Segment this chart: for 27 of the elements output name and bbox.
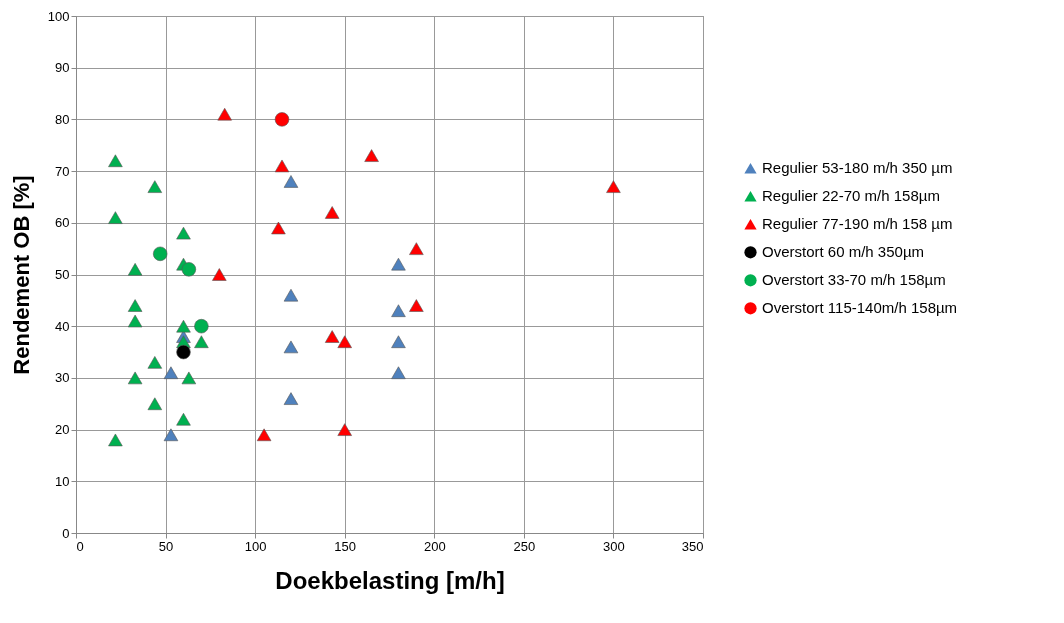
y-tick-label: 20 <box>55 422 70 438</box>
legend-label: Regulier 53-180 m/h 350 µm <box>762 159 953 177</box>
y-tick-label: 60 <box>55 215 70 231</box>
x-tick-label: 300 <box>603 538 625 554</box>
legend-label: Regulier 22-70 m/h 158µm <box>762 187 940 205</box>
y-tick-label: 80 <box>55 111 70 127</box>
x-axis-title: Doekbelasting [m/h] <box>275 566 505 594</box>
x-tick-label: 200 <box>423 538 446 554</box>
y-tick-label: 10 <box>55 473 70 489</box>
y-tick-label: 30 <box>55 370 70 386</box>
y-tick-label: 100 <box>47 8 70 24</box>
legend-label: Regulier 77-190 m/h 158 µm <box>762 215 953 233</box>
y-tick-label: 50 <box>55 267 70 282</box>
x-tick-label: 350 <box>681 538 704 554</box>
legend-label: Overstort 115-140m/h 158µm <box>762 299 958 317</box>
x-tick-label: 100 <box>244 538 267 554</box>
y-tick-label: 70 <box>55 163 70 179</box>
legend-label: Overstort 33-70 m/h 158µm <box>762 271 946 289</box>
y-axis-title: Rendement OB [%] <box>8 175 34 375</box>
x-tick-label: 250 <box>513 538 536 554</box>
x-tick-label: 50 <box>158 538 174 554</box>
legend-label: Overstort 60 m/h 350µm <box>762 243 925 261</box>
x-tick-label: 150 <box>334 538 357 554</box>
y-tick-label: 0 <box>62 525 70 541</box>
y-tick-label: 90 <box>55 60 70 76</box>
y-tick-label: 40 <box>55 318 70 334</box>
x-tick-label: 0 <box>76 538 84 554</box>
